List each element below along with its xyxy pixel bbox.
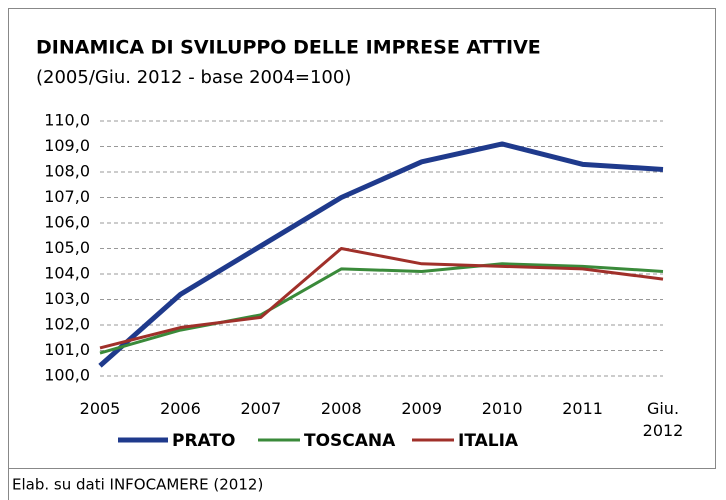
- source-note: Elab. su dati INFOCAMERE (2012): [12, 476, 263, 494]
- x-tick-label: 2009: [401, 399, 443, 418]
- y-tick-label: 100,0: [44, 366, 90, 385]
- legend-label: TOSCANA: [304, 431, 396, 451]
- y-tick-label: 103,0: [44, 289, 90, 308]
- y-tick-label: 106,0: [44, 213, 90, 232]
- chart-subtitle: (2005/Giu. 2012 - base 2004=100): [36, 67, 351, 88]
- chart-title: DINAMICA DI SVILUPPO DELLE IMPRESE ATTIV…: [36, 37, 541, 59]
- y-tick-label: 101,0: [44, 340, 90, 359]
- y-tick-label: 108,0: [44, 162, 90, 181]
- x-tick-label: 2005: [79, 399, 121, 418]
- x-tick-label: Giu. 2012: [642, 399, 684, 440]
- y-tick-label: 110,0: [44, 111, 90, 130]
- legend-label: ITALIA: [458, 431, 519, 451]
- x-tick-label: 2010: [481, 399, 523, 418]
- y-tick-label: 102,0: [44, 315, 90, 334]
- y-tick-label: 107,0: [44, 187, 90, 206]
- legend-label: PRATO: [172, 431, 235, 451]
- chart-border: [8, 8, 716, 469]
- y-tick-label: 104,0: [44, 264, 90, 283]
- y-tick-label: 105,0: [44, 238, 90, 257]
- y-tick-label: 109,0: [44, 136, 90, 155]
- series-line: [99, 262, 664, 355]
- x-tick-label: 2006: [160, 399, 201, 418]
- series-line: [98, 141, 664, 368]
- x-tick-label: 2007: [240, 399, 282, 418]
- x-tick-label: 2011: [562, 399, 603, 418]
- series-line: [99, 247, 664, 350]
- x-tick-label: 2008: [320, 399, 362, 418]
